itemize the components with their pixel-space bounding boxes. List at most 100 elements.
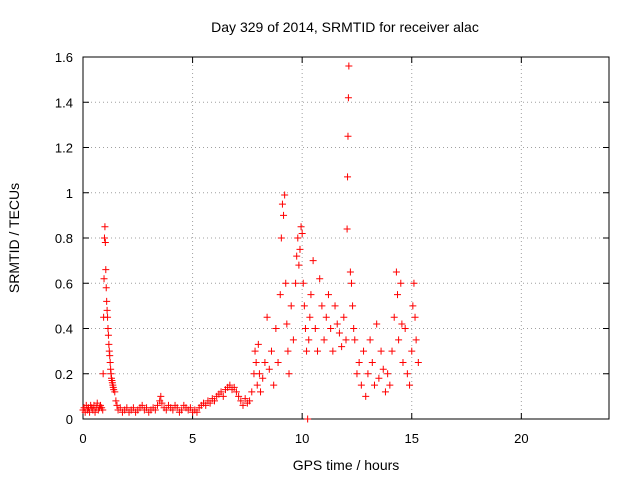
data-point: [412, 336, 420, 344]
x-tick-label: 10: [295, 431, 309, 446]
data-point: [103, 306, 111, 314]
data-point: [277, 234, 285, 242]
data-point: [309, 257, 317, 265]
data-point: [311, 325, 319, 332]
data-point: [253, 381, 261, 389]
data-point: [294, 234, 302, 242]
data-point: [292, 279, 300, 287]
data-point: [283, 320, 291, 328]
data-point: [318, 302, 326, 310]
data-point: [314, 347, 322, 355]
data-point: [377, 347, 385, 355]
data-point: [241, 395, 249, 403]
data-point: [151, 406, 159, 414]
data-point: [257, 388, 265, 396]
data-point: [104, 313, 112, 321]
data-point: [373, 320, 381, 328]
data-point: [401, 325, 409, 332]
y-tick-label: 1: [66, 186, 73, 201]
data-point: [381, 388, 389, 396]
data-point: [255, 370, 263, 378]
data-point: [364, 370, 372, 378]
data-point: [375, 374, 383, 382]
data-point: [252, 358, 260, 366]
data-point: [112, 397, 120, 405]
data-point: [384, 370, 392, 378]
data-point: [173, 404, 181, 412]
data-point: [357, 381, 365, 389]
data-point: [254, 340, 262, 348]
grid: [83, 57, 609, 419]
data-point: [411, 313, 419, 321]
data-point: [123, 404, 131, 412]
data-point: [395, 336, 403, 344]
data-point: [270, 381, 278, 389]
y-tick-label: 0.6: [55, 276, 73, 291]
data-point: [206, 399, 214, 407]
data-point: [293, 252, 301, 260]
data-point: [392, 268, 400, 276]
data-point: [287, 302, 295, 310]
data-point: [143, 404, 151, 412]
data-point: [158, 399, 166, 407]
data-point: [116, 404, 124, 412]
y-tick-label: 1.2: [55, 141, 73, 156]
data-point: [299, 279, 307, 287]
data-point: [226, 381, 234, 389]
data-point: [398, 320, 406, 328]
data-point: [386, 381, 394, 389]
x-tick-label: 15: [405, 431, 419, 446]
data-point: [368, 358, 376, 366]
data-point: [362, 392, 370, 400]
data-point: [202, 401, 210, 409]
data-point: [169, 406, 177, 414]
data-point: [285, 370, 293, 378]
data-point: [276, 291, 284, 299]
data-point: [410, 279, 418, 287]
data-point: [394, 291, 402, 299]
data-point: [154, 401, 162, 409]
y-tick-label: 0.8: [55, 231, 73, 246]
data-point: [265, 365, 273, 373]
data-point: [101, 239, 109, 247]
y-axis-label: SRMTID / TECUs: [6, 183, 22, 293]
data-point: [335, 329, 343, 337]
data-point: [342, 336, 350, 344]
y-tick-label: 1.6: [55, 50, 73, 65]
data-point: [217, 388, 225, 396]
data-point: [102, 284, 110, 292]
data-point: [340, 313, 348, 321]
data-point: [235, 392, 243, 400]
data-point: [281, 191, 289, 199]
data-point: [101, 223, 109, 231]
data-point: [129, 404, 137, 412]
data-point: [100, 275, 108, 283]
data-point: [230, 383, 238, 391]
data-point: [106, 358, 114, 366]
data-point: [307, 291, 315, 299]
data-point: [296, 245, 304, 253]
data-point: [414, 358, 422, 366]
data-point: [331, 302, 339, 310]
data-point: [306, 313, 314, 321]
data-point: [162, 406, 170, 414]
data-point: [272, 325, 280, 332]
data-point: [100, 234, 108, 242]
data-point: [298, 229, 306, 237]
data-point: [347, 279, 355, 287]
data-point: [344, 173, 352, 181]
data-point: [327, 325, 335, 332]
data-point: [390, 313, 398, 321]
data-point: [99, 370, 107, 378]
data-series: [79, 62, 422, 423]
data-point: [329, 347, 337, 355]
data-point: [105, 340, 113, 348]
data-point: [322, 313, 330, 321]
data-point: [289, 336, 297, 344]
data-point: [211, 397, 218, 405]
data-point: [408, 347, 416, 355]
data-point: [106, 352, 114, 360]
axis-ticks: 0 0.2 0.4 0.6 0.8 1 1.2 1.4 1.6 0 5 10 15 20: [55, 50, 609, 446]
plot-frame: [82, 56, 610, 420]
